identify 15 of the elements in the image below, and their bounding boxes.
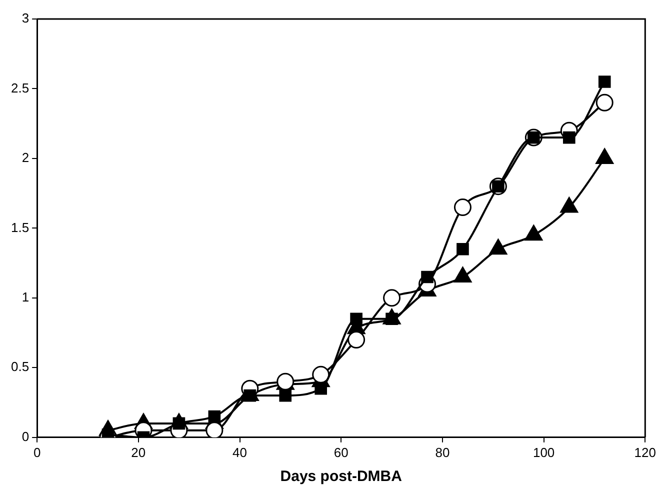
y-tick-label: 0 <box>22 428 30 444</box>
y-tick-label: 3 <box>22 10 30 26</box>
x-tick-label: 100 <box>532 444 555 460</box>
x-tick-label: 0 <box>33 444 41 460</box>
x-tick-label: 60 <box>334 444 348 460</box>
y-tick-label: 2.5 <box>10 80 30 96</box>
y-tick-label: 0.5 <box>10 359 30 374</box>
y-tick-label: 1.5 <box>10 220 30 235</box>
x-tick-label: 40 <box>232 444 247 460</box>
x-tick-label: 20 <box>131 444 146 460</box>
x-axis-title: Days post-DMBA <box>280 468 402 486</box>
x-tick-label: 120 <box>634 444 656 460</box>
y-tick-label: 2 <box>22 150 30 166</box>
y-tick-label: 1 <box>22 290 30 305</box>
x-tick-label: 80 <box>435 444 450 460</box>
